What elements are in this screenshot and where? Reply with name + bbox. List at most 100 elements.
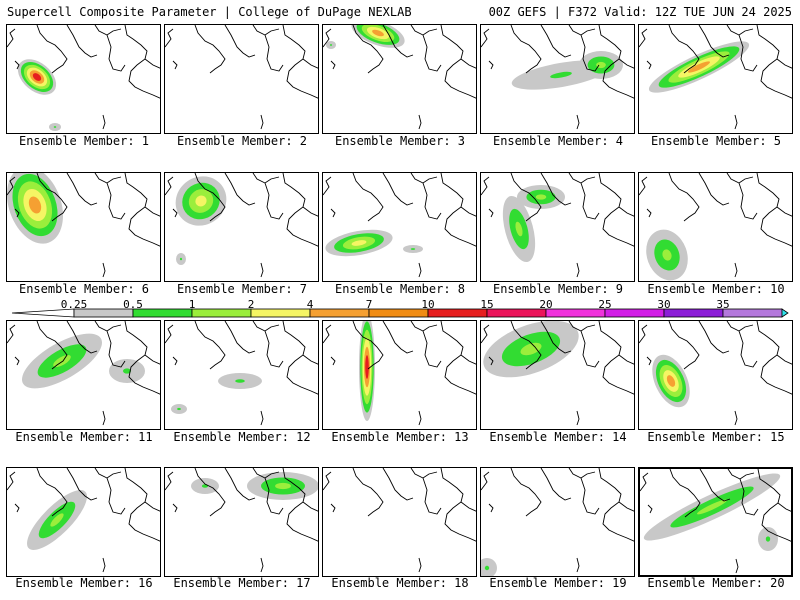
colorbar-bin-4 xyxy=(309,308,370,318)
coastline-5 xyxy=(580,477,600,515)
ensemble-member-label: Ensemble Member: 14 xyxy=(489,430,627,444)
coastline-0 xyxy=(7,28,16,48)
coastline-0 xyxy=(323,471,332,491)
field-contour-0-0-5 xyxy=(32,73,42,81)
coastline-0 xyxy=(639,176,648,196)
coastline-6 xyxy=(144,501,160,512)
ensemble-member-label: Ensemble Member: 7 xyxy=(176,282,308,296)
colorbar-tick-label: 0.25 xyxy=(60,298,88,311)
field-contour-6-0-3 xyxy=(195,195,207,207)
color-scale-bar xyxy=(11,308,789,318)
ensemble-member-label: Ensemble Member: 8 xyxy=(334,282,466,296)
coastline-4 xyxy=(756,173,792,247)
ensemble-panel-1 xyxy=(6,24,161,134)
coastline-5 xyxy=(106,34,126,72)
coastline-6 xyxy=(460,58,476,69)
field-contour-2-1-1 xyxy=(329,44,333,46)
coastline-1 xyxy=(352,468,384,517)
field-contour-18-0-1 xyxy=(484,565,490,571)
coastline-2 xyxy=(382,468,414,501)
coastline-5 xyxy=(738,34,758,72)
ensemble-panel-8 xyxy=(322,172,477,282)
coastline-4 xyxy=(124,321,160,395)
ensemble-panel-12 xyxy=(164,320,319,430)
coastline-1 xyxy=(36,25,68,74)
colorbar-tick-label: 2 xyxy=(247,298,255,311)
map-panel-20 xyxy=(640,469,791,574)
coastline-2 xyxy=(698,321,730,354)
field-contour-7-1-1 xyxy=(410,248,416,250)
coastline-4 xyxy=(757,469,791,542)
coastline-7 xyxy=(646,208,652,218)
coastline-0 xyxy=(639,324,648,344)
coastline-7 xyxy=(14,356,20,366)
field-contour-2-0-4 xyxy=(372,29,384,37)
coastline-7 xyxy=(172,356,178,366)
coastline-6 xyxy=(777,502,791,512)
coastline-4 xyxy=(756,321,792,395)
ensemble-panel-4 xyxy=(480,24,635,134)
coastline-3 xyxy=(410,173,438,184)
field-contour-13-0-2 xyxy=(520,342,542,356)
coastline-6 xyxy=(460,501,476,512)
coastline-6 xyxy=(302,501,318,512)
coastline-4 xyxy=(440,321,476,395)
map-panel-18 xyxy=(323,468,476,573)
colorbar-bin-3 xyxy=(250,308,311,318)
coastline-7 xyxy=(330,60,336,70)
ensemble-panel-6 xyxy=(6,172,161,282)
coastline-7 xyxy=(488,208,494,218)
ensemble-panel-3 xyxy=(322,24,477,134)
map-panel-10 xyxy=(639,173,792,281)
field-contour-3-1-2 xyxy=(596,61,606,69)
coastline-6 xyxy=(144,58,160,69)
coastline-0 xyxy=(640,472,649,492)
coastline-0 xyxy=(165,471,174,491)
map-panel-6 xyxy=(7,173,160,278)
map-panel-2 xyxy=(165,25,318,130)
coastline-5 xyxy=(264,34,284,72)
colorbar-tick-label: 15 xyxy=(480,298,494,311)
ensemble-panel-17 xyxy=(164,467,319,577)
field-contour-16-0-2 xyxy=(275,482,291,490)
map-panel-17 xyxy=(165,468,318,573)
map-panel-4 xyxy=(481,25,634,130)
field-contour-11-1-1 xyxy=(177,407,181,411)
coastline-2 xyxy=(382,321,414,354)
ensemble-panel-10 xyxy=(638,172,793,282)
colorbar-tick-label: 30 xyxy=(657,298,671,311)
coastline-0 xyxy=(481,176,490,196)
coastline-7 xyxy=(330,356,336,366)
coastline-5 xyxy=(106,182,126,220)
coastline-6 xyxy=(302,206,318,217)
colorbar-tick-label: 25 xyxy=(598,298,612,311)
colorbar-bin-6 xyxy=(427,308,488,318)
coastline-0 xyxy=(165,28,174,48)
coastline-0 xyxy=(7,176,16,196)
ensemble-member-label: Ensemble Member: 19 xyxy=(489,576,627,590)
coastline-6 xyxy=(776,58,792,69)
ensemble-member-label: Ensemble Member: 4 xyxy=(492,134,624,148)
ensemble-member-label: Ensemble Member: 6 xyxy=(18,282,150,296)
coastline-1 xyxy=(194,321,226,370)
coastline-1 xyxy=(669,469,701,518)
coastline-2 xyxy=(66,25,98,58)
map-panel-15 xyxy=(639,321,792,426)
coastline-5 xyxy=(422,330,442,368)
map-panel-9 xyxy=(481,173,634,278)
field-contour-8-1-2 xyxy=(535,194,547,200)
coastline-3 xyxy=(252,173,280,184)
coastline-4 xyxy=(282,173,318,247)
coastline-2 xyxy=(540,25,572,58)
coastline-7 xyxy=(172,503,178,513)
coastline-4 xyxy=(440,173,476,247)
coastline-8 xyxy=(576,262,580,278)
coastline-4 xyxy=(598,25,634,99)
map-panel-16 xyxy=(7,468,160,573)
coastline-6 xyxy=(618,354,634,365)
coastline-8 xyxy=(734,114,738,130)
coastline-8 xyxy=(260,557,264,573)
coastline-1 xyxy=(510,25,542,74)
field-contour-18-0-0 xyxy=(481,558,497,576)
field-contour-5-0-4 xyxy=(28,196,42,214)
